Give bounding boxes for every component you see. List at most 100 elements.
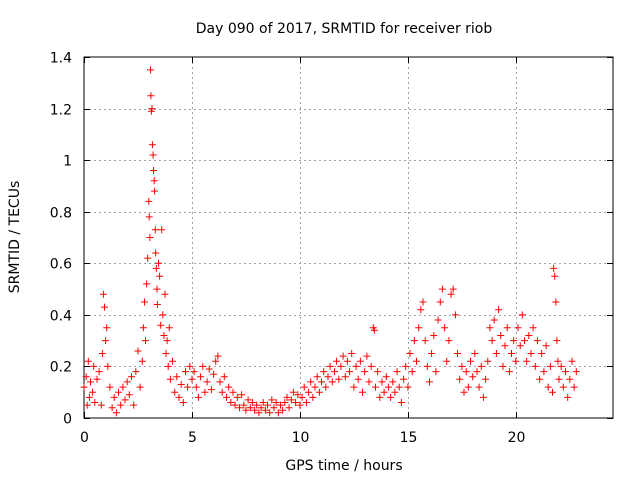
data-point — [432, 368, 440, 376]
data-point — [479, 393, 487, 401]
data-point — [251, 406, 259, 414]
data-point — [90, 362, 98, 370]
data-point — [426, 378, 433, 386]
data-point — [391, 388, 399, 396]
data-point — [147, 66, 154, 74]
data-point — [378, 378, 386, 386]
data-point — [150, 177, 158, 185]
data-point — [413, 357, 420, 365]
data-point — [227, 399, 235, 406]
data-point — [341, 373, 349, 381]
data-point — [223, 393, 230, 401]
data-point — [83, 401, 91, 409]
data-point — [106, 383, 114, 391]
data-point — [376, 393, 384, 401]
data-point — [482, 375, 490, 383]
data-point — [486, 324, 494, 332]
data-point — [153, 285, 161, 293]
data-point — [156, 272, 164, 280]
data-point — [82, 373, 90, 381]
data-point — [380, 388, 388, 396]
data-point — [467, 357, 474, 365]
data-point — [270, 404, 278, 412]
grid — [84, 57, 613, 418]
y-tick-label: 1 — [63, 154, 72, 170]
data-point — [331, 368, 338, 376]
data-point — [161, 290, 169, 298]
data-point — [300, 383, 308, 391]
data-point — [462, 368, 470, 376]
data-point — [159, 311, 167, 319]
data-point — [469, 373, 477, 381]
data-point — [229, 388, 237, 396]
data-point — [536, 375, 544, 383]
data-point — [188, 375, 196, 383]
data-points — [80, 66, 580, 417]
data-point — [84, 357, 92, 365]
data-point — [554, 357, 562, 365]
data-point — [393, 368, 401, 376]
data-point — [430, 332, 438, 339]
data-point — [335, 375, 343, 383]
data-point — [337, 362, 345, 370]
data-point — [153, 301, 161, 308]
data-point — [99, 290, 107, 298]
data-point — [572, 368, 580, 376]
data-point — [104, 362, 112, 370]
data-point — [410, 337, 418, 345]
data-point — [115, 388, 122, 396]
data-point — [134, 347, 142, 355]
data-point — [367, 362, 375, 370]
data-point — [155, 259, 162, 267]
y-tick-label: 0.4 — [50, 309, 72, 325]
data-point — [441, 324, 449, 332]
data-point — [292, 399, 300, 406]
data-point — [374, 368, 382, 376]
data-point — [132, 368, 140, 376]
data-point — [257, 404, 265, 412]
data-point — [238, 391, 246, 399]
x-tick-label: 5 — [188, 430, 197, 446]
data-point — [179, 399, 187, 406]
data-point — [564, 393, 572, 401]
data-point — [348, 350, 356, 357]
data-point — [372, 383, 379, 391]
data-point — [475, 383, 483, 391]
data-point — [151, 187, 159, 195]
data-point — [551, 272, 559, 280]
data-point — [128, 373, 135, 381]
data-point — [428, 350, 436, 357]
data-point — [145, 213, 153, 221]
data-point — [488, 337, 496, 345]
data-point — [199, 362, 207, 370]
data-point — [281, 399, 289, 406]
data-point — [240, 401, 248, 409]
data-point — [255, 409, 263, 417]
data-point — [272, 399, 280, 406]
data-point — [518, 311, 526, 319]
data-point — [162, 350, 170, 357]
data-point — [326, 362, 334, 370]
data-point — [138, 357, 146, 365]
data-point — [95, 368, 103, 376]
data-point — [87, 378, 94, 386]
data-point — [294, 391, 302, 399]
data-point — [484, 357, 492, 365]
data-point — [274, 409, 282, 417]
data-point — [203, 378, 211, 386]
x-tick-label: 0 — [80, 430, 89, 446]
data-point — [186, 362, 194, 370]
data-point — [346, 368, 354, 376]
data-point — [165, 324, 173, 332]
data-point — [166, 375, 174, 383]
data-point — [492, 350, 500, 357]
data-point — [141, 298, 148, 306]
data-point — [550, 264, 558, 272]
data-point — [415, 324, 423, 332]
data-point — [339, 352, 347, 360]
data-point — [152, 264, 160, 272]
data-point — [397, 399, 405, 406]
data-point — [298, 393, 306, 401]
data-point — [443, 357, 451, 365]
